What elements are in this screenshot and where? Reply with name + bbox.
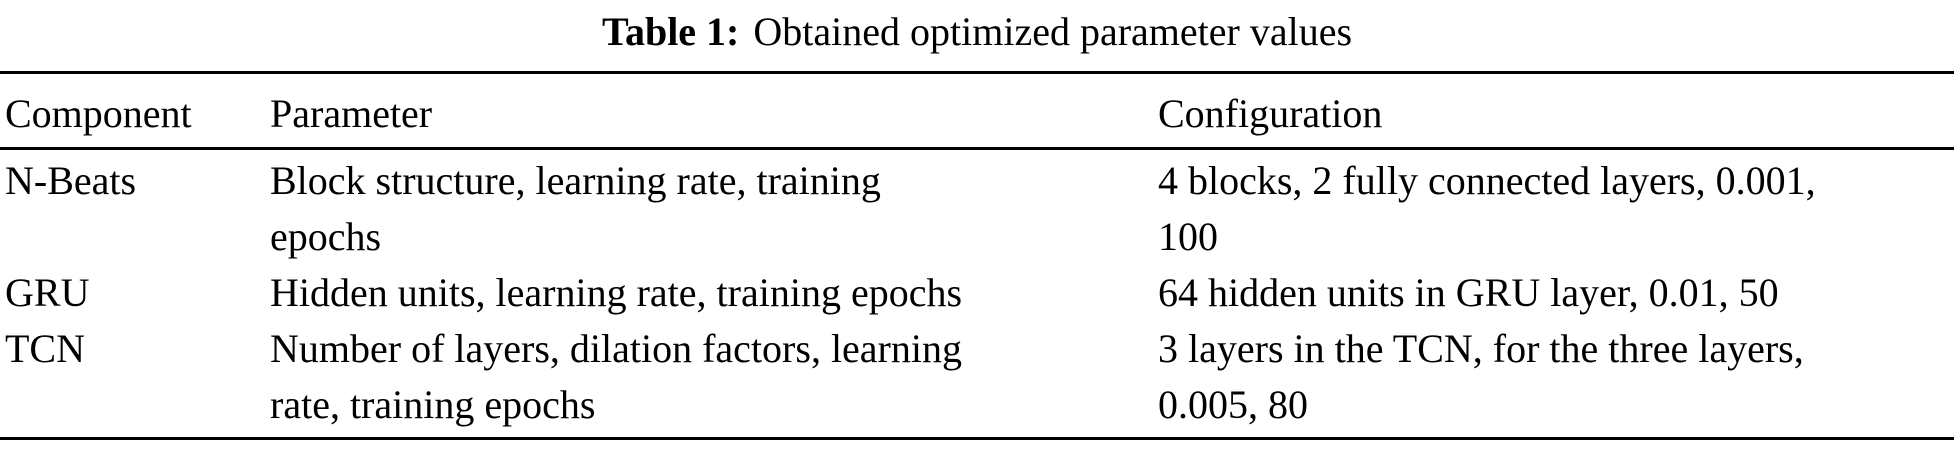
cell-component: N-Beats [5,158,137,203]
cell-parameter: Block structure, learning rate, training… [270,158,881,259]
cell-configuration: 3 layers in the TCN, for the three layer… [1158,326,1804,427]
parameters-table: Component Parameter Configuration N-Beat… [0,71,1954,440]
column-header-component: Component [0,72,270,150]
cell-component: TCN [5,326,85,371]
table-row-gru: GRU Hidden units, learning rate, trainin… [0,265,1954,321]
table-caption-text: Obtained optimized parameter values [753,9,1353,54]
cell-parameter: Hidden units, learning rate, training ep… [270,270,963,315]
cell-configuration: 64 hidden units in GRU layer, 0.01, 50 [1158,270,1779,315]
table-row-tcn: TCN Number of layers, dilation factors, … [0,321,1954,439]
table-caption: Table 1: Obtained optimized parameter val… [0,0,1954,60]
column-header-parameter: Parameter [270,72,1158,150]
cell-parameter: Number of layers, dilation factors, lear… [270,326,962,427]
table-caption-label: Table 1: [601,9,740,54]
header-row: Component Parameter Configuration [0,72,1954,150]
column-header-configuration: Configuration [1158,72,1954,150]
table-row-nbeats: N-Beats Block structure, learning rate, … [0,149,1954,266]
cell-configuration: 4 blocks, 2 fully connected layers, 0.00… [1158,158,1816,259]
cell-component: GRU [5,270,90,315]
